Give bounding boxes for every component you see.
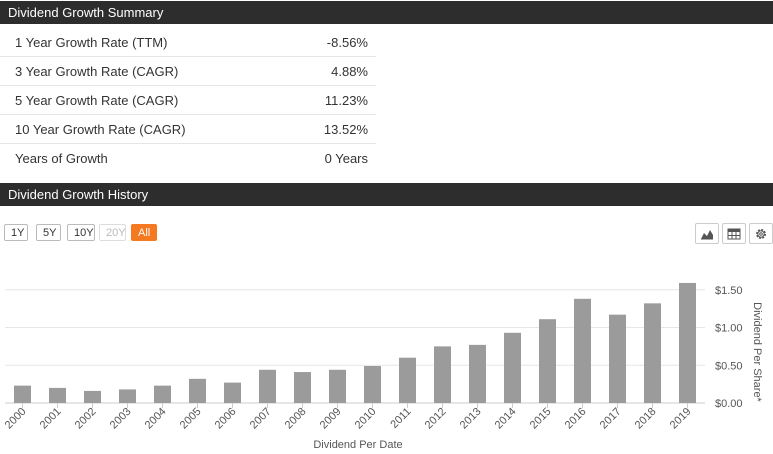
summary-row-label: 3 Year Growth Rate (CAGR) [15, 63, 179, 79]
area-chart-icon [701, 229, 713, 239]
range-10y-button[interactable]: 10Y [67, 224, 95, 241]
range-5y-button[interactable]: 5Y [36, 224, 61, 241]
x-tick-label: 2009 [318, 406, 344, 432]
y-tick-label: $0.50 [715, 360, 743, 372]
summary-row-value: 11.23% [324, 92, 368, 108]
x-tick-label: 2019 [668, 406, 694, 432]
bar[interactable] [539, 319, 556, 403]
y-axis-title: Dividend Per Share* [751, 302, 763, 402]
summary-header: Dividend Growth Summary [0, 1, 773, 24]
summary-row-value: -8.56% [326, 34, 368, 50]
x-tick-label: 2003 [108, 406, 134, 432]
x-tick-label: 2004 [143, 406, 169, 432]
x-axis-title: Dividend Per Date [313, 439, 402, 451]
summary-row: 10 Year Growth Rate (CAGR) 13.52% [0, 115, 376, 144]
y-tick-label: $1.50 [715, 285, 743, 297]
bar[interactable] [609, 314, 626, 403]
bar[interactable] [364, 366, 381, 403]
bar[interactable] [14, 385, 31, 403]
bar[interactable] [154, 385, 171, 403]
bar[interactable] [679, 282, 696, 403]
bar[interactable] [329, 369, 346, 403]
y-tick-label: $1.00 [715, 323, 743, 335]
summary-row-value: 4.88% [331, 63, 368, 79]
bar[interactable] [119, 389, 136, 403]
settings-button[interactable] [749, 223, 773, 244]
summary-row: 5 Year Growth Rate (CAGR) 11.23% [0, 86, 376, 115]
x-tick-label: 2015 [528, 406, 554, 432]
x-tick-label: 2011 [388, 406, 413, 431]
growth-summary-table: 1 Year Growth Rate (TTM) -8.56% 3 Year G… [0, 28, 376, 173]
range-20y-button[interactable]: 20Y [99, 224, 126, 241]
bar[interactable] [434, 346, 451, 403]
bar[interactable] [49, 387, 66, 403]
x-tick-label: 2007 [248, 406, 274, 432]
x-tick-label: 2001 [38, 406, 64, 432]
bar[interactable] [189, 378, 206, 403]
bar[interactable] [574, 298, 591, 403]
history-header: Dividend Growth History [0, 183, 773, 206]
summary-row-label: 5 Year Growth Rate (CAGR) [15, 92, 179, 108]
x-tick-label: 2017 [598, 406, 624, 432]
x-tick-label: 2008 [283, 406, 309, 432]
x-tick-label: 2002 [73, 406, 99, 432]
x-tick-label: 2016 [563, 406, 589, 432]
x-tick-label: 2006 [213, 406, 239, 432]
range-1y-button[interactable]: 1Y [4, 224, 28, 241]
summary-row-value: 13.52% [323, 121, 368, 137]
bar[interactable] [259, 369, 276, 403]
summary-row: Years of Growth 0 Years [0, 144, 376, 173]
bar[interactable] [644, 303, 661, 403]
x-tick-label: 2005 [178, 406, 204, 432]
bar[interactable] [504, 332, 521, 403]
bar[interactable] [399, 357, 416, 403]
x-tick-label: 2014 [493, 406, 519, 432]
bar[interactable] [294, 372, 311, 403]
x-tick-label: 2010 [353, 406, 379, 432]
bar[interactable] [469, 344, 486, 403]
x-tick-label: 2013 [458, 406, 484, 432]
x-tick-label: 2018 [633, 406, 659, 432]
summary-row: 3 Year Growth Rate (CAGR) 4.88% [0, 57, 376, 86]
gear-icon [756, 228, 766, 239]
x-tick-label: 2000 [3, 406, 29, 432]
bar[interactable] [224, 382, 241, 403]
table-icon [727, 228, 741, 239]
table-view-button[interactable] [722, 223, 746, 244]
chart-view-button[interactable] [695, 223, 719, 244]
summary-row-value: 0 Years [324, 151, 368, 166]
summary-row-label: 10 Year Growth Rate (CAGR) [15, 121, 186, 137]
range-all-button[interactable]: All [131, 224, 157, 241]
bar[interactable] [84, 390, 101, 403]
x-tick-label: 2012 [423, 406, 449, 432]
summary-row-label: 1 Year Growth Rate (TTM) [15, 34, 168, 50]
dividend-history-chart: $0.00 $0.50 $1.00 $1.50 2000 2001 2002 2003 200… [3, 282, 763, 451]
summary-row: 1 Year Growth Rate (TTM) -8.56% [0, 28, 376, 57]
y-tick-label: $0.00 [715, 398, 743, 410]
summary-row-label: Years of Growth [15, 151, 108, 166]
